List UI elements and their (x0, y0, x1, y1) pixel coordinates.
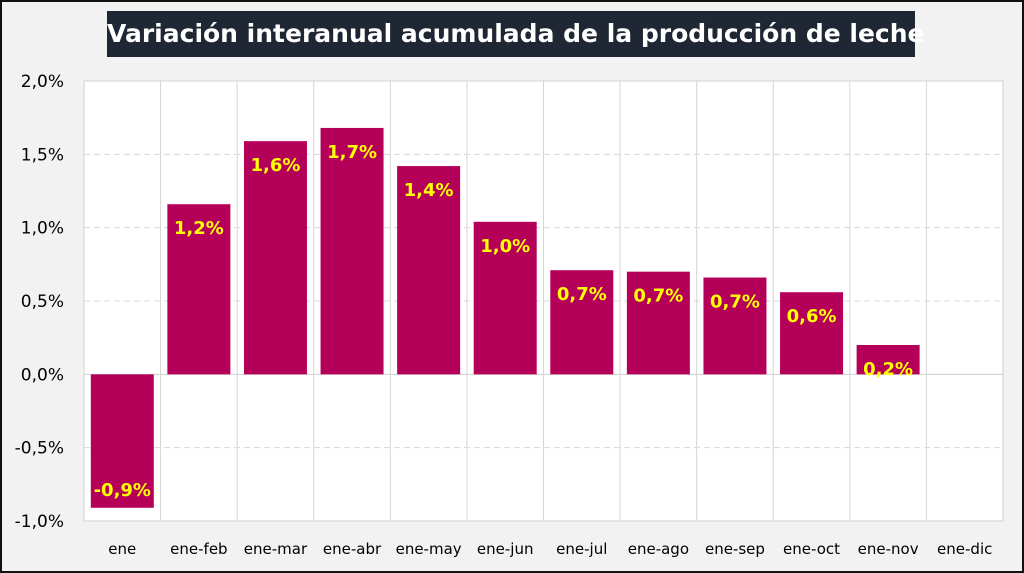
bar (243, 141, 307, 375)
data-label: 0,6% (787, 306, 837, 327)
bar (626, 271, 690, 375)
x-tick-label: ene-mar (244, 540, 308, 558)
bar (856, 345, 920, 375)
bar (397, 166, 461, 375)
bar (473, 221, 537, 375)
data-label: 0,7% (710, 292, 760, 313)
x-tick-label: ene-nov (858, 540, 919, 558)
data-label: 1,0% (480, 236, 530, 257)
data-label: 0,7% (633, 286, 683, 307)
data-label: 0,7% (557, 284, 607, 305)
x-tick-label: ene-dic (937, 540, 992, 558)
y-tick-label: 0,0% (21, 365, 64, 385)
y-tick-label: -0,5% (15, 439, 64, 459)
bar (320, 127, 384, 375)
bar (90, 374, 154, 508)
x-tick-label: ene (108, 540, 136, 558)
x-tick-label: ene-may (396, 540, 462, 558)
bar (167, 204, 231, 375)
y-tick-label: 0,5% (21, 292, 64, 312)
x-tick-label: ene-ago (628, 540, 689, 558)
y-tick-label: 1,5% (21, 145, 64, 165)
data-label: 1,6% (250, 155, 300, 176)
y-tick-label: 2,0% (21, 72, 64, 92)
x-tick-label: ene-oct (783, 540, 840, 558)
bar (780, 292, 844, 375)
x-tick-label: ene-abr (323, 540, 382, 558)
bar (550, 270, 614, 375)
data-label: 1,2% (174, 218, 224, 239)
data-label: 1,7% (327, 142, 377, 163)
chart-title: Variación interanual acumulada de la pro… (107, 11, 924, 57)
bar (703, 277, 767, 375)
x-tick-label: ene-sep (705, 540, 765, 558)
data-label: 0,2% (863, 359, 913, 380)
x-tick-label: ene-feb (170, 540, 227, 558)
x-tick-label: ene-jul (556, 540, 607, 558)
x-tick-label: ene-jun (477, 540, 534, 558)
data-label: 1,4% (404, 180, 454, 201)
y-tick-label: 1,0% (21, 219, 64, 239)
y-tick-label: -1,0% (15, 512, 64, 532)
data-label: -0,9% (94, 480, 151, 501)
